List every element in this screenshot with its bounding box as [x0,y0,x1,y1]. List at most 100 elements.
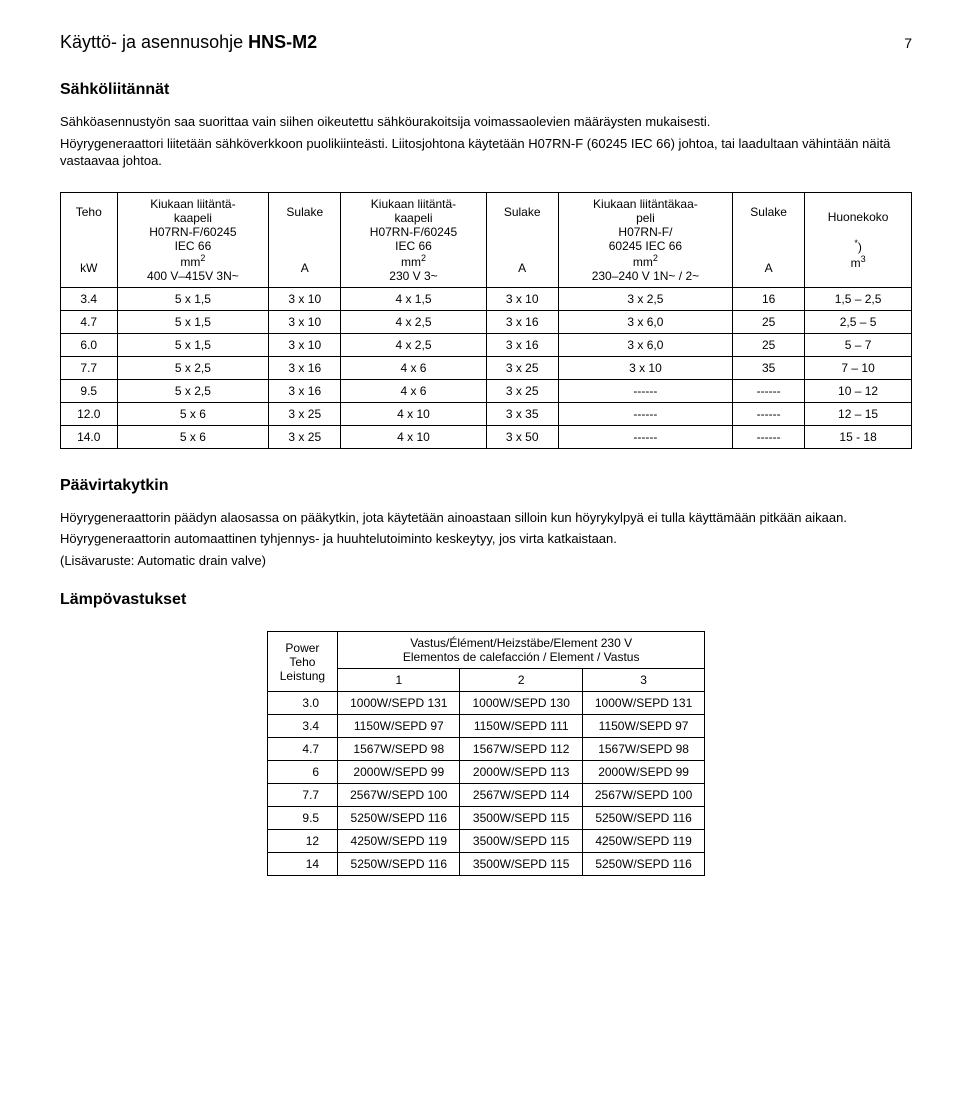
table-cell: 7.7 [61,356,118,379]
page-header: Käyttö- ja asennusohje HNS-M2 7 [60,32,912,53]
table-cell: 3 x 16 [486,310,558,333]
table-cell: 3.4 [267,715,337,738]
label: Sulake [504,205,541,219]
table-cell: 5 x 1,5 [117,333,269,356]
table-cell: 3.0 [267,692,337,715]
table-row: 14.05 x 63 x 254 x 103 x 50------------1… [61,425,912,448]
table-cell: 1,5 – 2,5 [805,287,912,310]
table-cell: 2,5 – 5 [805,310,912,333]
table-cell: 3 x 10 [269,287,341,310]
l: 230 V 3~ [389,269,437,283]
table-cell: 3 x 35 [486,402,558,425]
th-sulake-2: Sulake A [486,192,558,287]
table-cell: ------ [558,379,732,402]
unit: kW [80,261,97,275]
l: IEC 66 [395,239,432,253]
table-cell: 1150W/SEPD 97 [338,715,460,738]
l: kaapeli [174,211,212,225]
label: Huonekoko [828,210,889,224]
table-cell: 2567W/SEPD 100 [582,784,704,807]
th-teho: Teho kW [61,192,118,287]
table-cell: 1567W/SEPD 112 [460,738,582,761]
table-header-row: Teho kW Kiukaan liitäntä- kaapeli H07RN-… [61,192,912,287]
table-cell: 25 [733,333,805,356]
table-cell: 3 x 10 [558,356,732,379]
table-cell: 4 x 2,5 [341,310,486,333]
table-cell: 5 x 6 [117,402,269,425]
l: Kiukaan liitäntäkaa- [593,197,698,211]
l: H07RN-F/60245 [370,225,457,239]
l: 400 V–415V 3N~ [147,269,239,283]
table-cell: 3 x 2,5 [558,287,732,310]
l: H07RN-F/60245 [149,225,236,239]
table-cell: 16 [733,287,805,310]
table-row: 3.45 x 1,53 x 104 x 1,53 x 103 x 2,5161,… [61,287,912,310]
table-cell: 1000W/SEPD 131 [338,692,460,715]
table-cell: 5 x 2,5 [117,356,269,379]
table-cell: 25 [733,310,805,333]
paragraph: Höyrygeneraattorin automaattinen tyhjenn… [60,530,912,548]
l: mm [180,255,200,269]
section-main-switch: Päävirtakytkin Höyrygeneraattorin päädyn… [60,477,912,570]
unit: A [518,261,526,275]
table-row: 9.55 x 2,53 x 164 x 63 x 25------------1… [61,379,912,402]
table-cell: 5 x 1,5 [117,287,269,310]
th-huonekoko: Huonekoko *) m3 [805,192,912,287]
paragraph: Sähköasennustyön saa suorittaa vain siih… [60,113,912,131]
table-cell: ------ [733,402,805,425]
l: Leistung [280,669,325,683]
table-cell: 1000W/SEPD 131 [582,692,704,715]
paragraph: Höyrygeneraattori liitetään sähköverkkoo… [60,135,912,170]
table-cell: 3 x 6,0 [558,333,732,356]
table-cell: 5 x 2,5 [117,379,269,402]
sup: 2 [653,253,658,263]
table-cell: 9.5 [267,807,337,830]
th-power: Power Teho Leistung [267,632,337,692]
table-row: 4.75 x 1,53 x 104 x 2,53 x 163 x 6,0252,… [61,310,912,333]
table-cell: 5250W/SEPD 116 [582,807,704,830]
l: 230–240 V 1N~ / 2~ [592,269,699,283]
l: Kiukaan liitäntä- [371,197,456,211]
sup: 3 [861,254,866,264]
table-row: 124250W/SEPD 1193500W/SEPD 1154250W/SEPD… [267,830,705,853]
l: mm [401,255,421,269]
elements-table: Power Teho Leistung Vastus/Élément/Heizs… [267,631,706,876]
table-cell: 5250W/SEPD 116 [582,853,704,876]
table-cell: 4.7 [267,738,337,761]
table-row: 7.75 x 2,53 x 164 x 63 x 253 x 10357 – 1… [61,356,912,379]
table-cell: 2567W/SEPD 100 [338,784,460,807]
th-elements-230v: Vastus/Élément/Heizstäbe/Element 230 V E… [338,632,705,669]
unit: A [301,261,309,275]
table-cell: 3 x 16 [269,379,341,402]
table-cell: 4 x 2,5 [341,333,486,356]
title-prefix: Käyttö- ja asennusohje [60,32,248,52]
label: Teho [76,205,102,219]
table-cell: 3 x 25 [269,425,341,448]
th-col-1: 1 [338,669,460,692]
th-col-2: 2 [460,669,582,692]
table-cell: 4.7 [61,310,118,333]
l: peli [636,211,655,225]
l: IEC 66 [175,239,212,253]
table-cell: 5 x 6 [117,425,269,448]
table-cell: 2567W/SEPD 114 [460,784,582,807]
label: Sulake [286,205,323,219]
table-row: 3.01000W/SEPD 1311000W/SEPD 1301000W/SEP… [267,692,705,715]
table-cell: 7 – 10 [805,356,912,379]
table-cell: 2000W/SEPD 99 [338,761,460,784]
table-cell: 6 [267,761,337,784]
l: Kiukaan liitäntä- [150,197,235,211]
table-cell: 4 x 10 [341,402,486,425]
table-cell: 4250W/SEPD 119 [582,830,704,853]
table-cell: 3.4 [61,287,118,310]
table-cell: ------ [733,379,805,402]
table-cell: 3500W/SEPD 115 [460,807,582,830]
label: Sulake [750,205,787,219]
table-cell: 2000W/SEPD 113 [460,761,582,784]
table-cell: 5 – 7 [805,333,912,356]
table-cell: 3 x 10 [269,333,341,356]
table-cell: 7.7 [267,784,337,807]
table-cell: 5 x 1,5 [117,310,269,333]
table-cell: 10 – 12 [805,379,912,402]
table-cell: 1567W/SEPD 98 [338,738,460,761]
